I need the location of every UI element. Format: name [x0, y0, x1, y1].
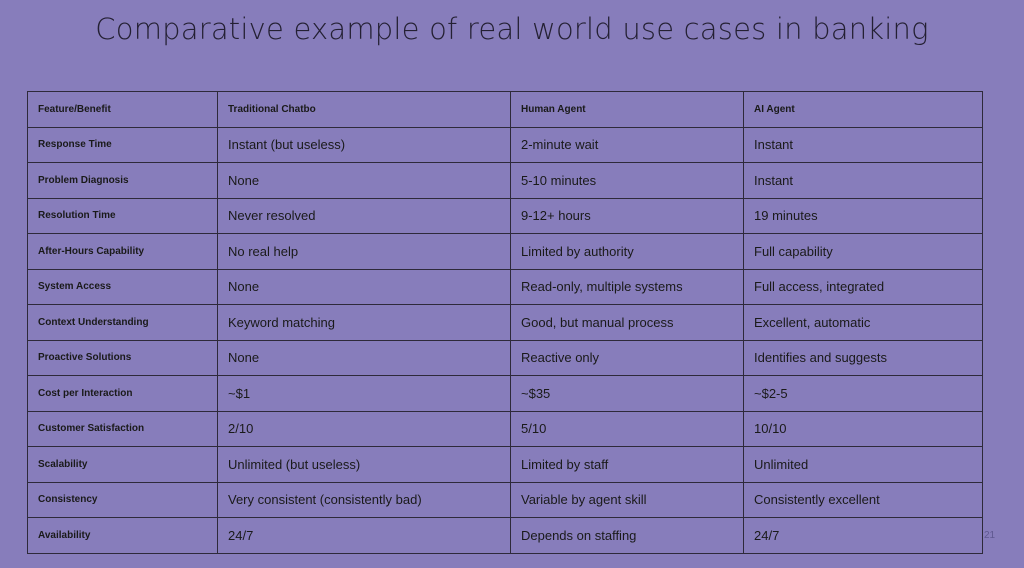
value-cell: Full capability	[743, 233, 983, 270]
table-row: After-Hours Capability No real help Limite…	[27, 233, 983, 270]
value-cell: Never resolved	[217, 197, 511, 234]
column-header: Feature/Benefit	[27, 91, 218, 128]
slide-title: Comparative example of real world use ca…	[95, 12, 929, 46]
comparison-table: Feature/Benefit Traditional Chatbo Human A…	[27, 91, 983, 554]
value-cell: None	[217, 268, 511, 305]
table-row: Availability 24/7 Depends on staffing 24/7	[27, 517, 983, 554]
value-cell: None	[217, 162, 511, 199]
value-cell: Unlimited (but useless)	[217, 446, 511, 483]
value-cell: 19 minutes	[743, 197, 983, 234]
value-cell: Consistently excellent	[743, 481, 983, 518]
value-cell: 10/10	[743, 410, 983, 447]
value-cell: Instant	[743, 126, 983, 163]
table-row: Context Understanding Keyword matching Goo…	[27, 304, 983, 341]
value-cell: ~$1	[217, 375, 511, 412]
value-cell: Limited by authority	[510, 233, 744, 270]
table-row: Proactive Solutions None Reactive only Iden…	[27, 339, 983, 376]
value-cell: None	[217, 339, 511, 376]
feature-cell: Context Understanding	[27, 304, 218, 341]
value-cell: No real help	[217, 233, 511, 270]
value-cell: Full access, integrated	[743, 268, 983, 305]
feature-cell: Proactive Solutions	[27, 339, 218, 376]
table-row: Response Time Instant (but useless) 2-minu…	[27, 126, 983, 163]
value-cell: Very consistent (consistently bad)	[217, 481, 511, 518]
value-cell: 5/10	[510, 410, 744, 447]
value-cell: Instant	[743, 162, 983, 199]
feature-cell: Response Time	[27, 126, 218, 163]
table-row: Consistency Very consistent (consistently…	[27, 481, 983, 518]
feature-cell: Resolution Time	[27, 197, 218, 234]
value-cell: Variable by agent skill	[510, 481, 744, 518]
value-cell: Limited by staff	[510, 446, 744, 483]
value-cell: 24/7	[217, 517, 511, 554]
value-cell: 24/7	[743, 517, 983, 554]
feature-cell: Availability	[27, 517, 218, 554]
value-cell: Unlimited	[743, 446, 983, 483]
column-header: Traditional Chatbo	[217, 91, 511, 128]
value-cell: 2/10	[217, 410, 511, 447]
value-cell: ~$35	[510, 375, 744, 412]
value-cell: Identifies and suggests	[743, 339, 983, 376]
table-row: Problem Diagnosis None 5-10 minutes Instant	[27, 162, 983, 199]
value-cell: Depends on staffing	[510, 517, 744, 554]
feature-cell: Problem Diagnosis	[27, 162, 218, 199]
value-cell: Excellent, automatic	[743, 304, 983, 341]
value-cell: Reactive only	[510, 339, 744, 376]
value-cell: Good, but manual process	[510, 304, 744, 341]
feature-cell: System Access	[27, 268, 218, 305]
value-cell: 5-10 minutes	[510, 162, 744, 199]
table-row: Customer Satisfaction 2/10 5/10 10/10	[27, 410, 983, 447]
column-header: Human Agent	[510, 91, 744, 128]
value-cell: 2-minute wait	[510, 126, 744, 163]
table-row: System Access None Read-only, multiple sys…	[27, 268, 983, 305]
table-row: Resolution Time Never resolved 9-12+ hours…	[27, 197, 983, 234]
feature-cell: Cost per Interaction	[27, 375, 218, 412]
feature-cell: After-Hours Capability	[27, 233, 218, 270]
value-cell: ~$2-5	[743, 375, 983, 412]
table-row: Cost per Interaction ~$1 ~$35 ~$2-5	[27, 375, 983, 412]
page-number: 21	[984, 530, 996, 541]
value-cell: Keyword matching	[217, 304, 511, 341]
column-header: AI Agent	[743, 91, 983, 128]
value-cell: 9-12+ hours	[510, 197, 744, 234]
value-cell: Read-only, multiple systems	[510, 268, 744, 305]
value-cell: Instant (but useless)	[217, 126, 511, 163]
feature-cell: Consistency	[27, 481, 218, 518]
feature-cell: Customer Satisfaction	[27, 410, 218, 447]
table-header-row: Feature/Benefit Traditional Chatbo Human A…	[27, 91, 983, 128]
table-row: Scalability Unlimited (but useless) Limite…	[27, 446, 983, 483]
feature-cell: Scalability	[27, 446, 218, 483]
